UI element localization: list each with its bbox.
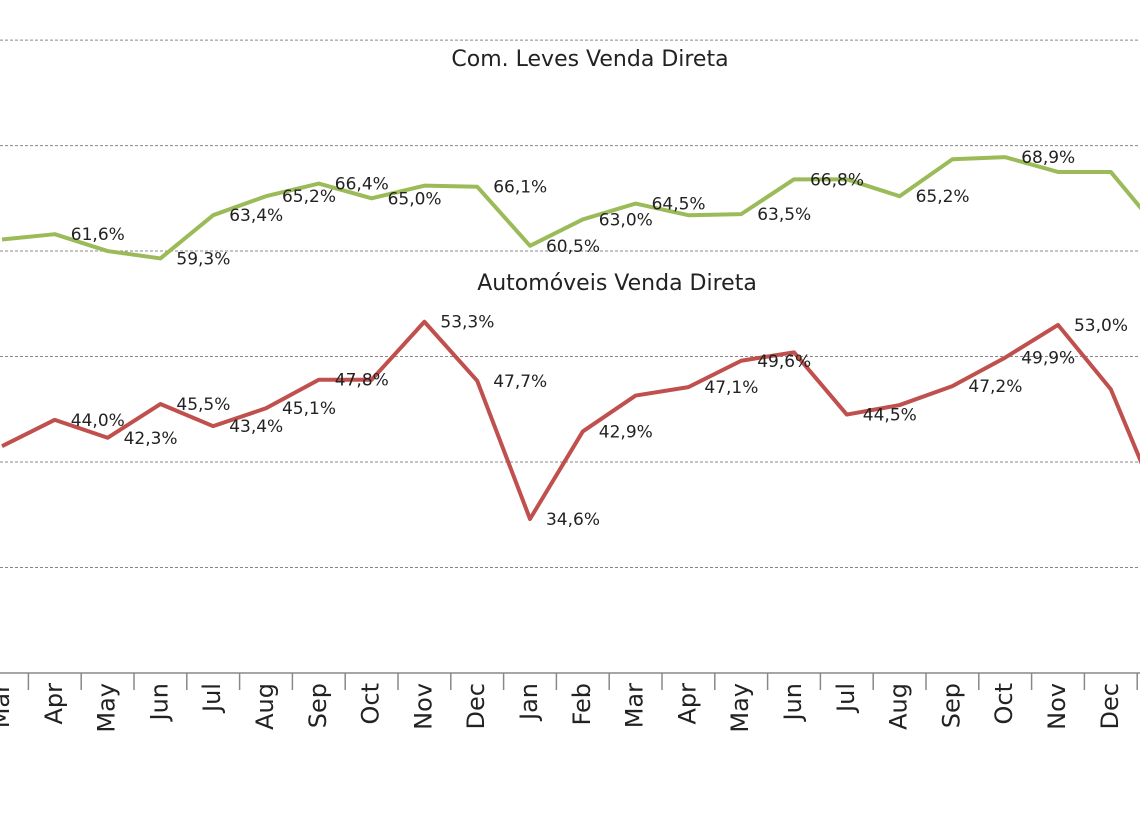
x-tick-label: Jun: [779, 683, 807, 723]
x-tick-label: May: [93, 683, 121, 733]
data-label: 49,9%: [1021, 349, 1075, 369]
data-label: 34,6%: [546, 510, 600, 530]
data-label: 60,5%: [546, 237, 600, 257]
data-label: 66,8%: [810, 170, 864, 190]
data-label: 44,5%: [863, 406, 917, 426]
x-tick-label: Dec: [462, 683, 490, 729]
x-tick-label: Aug: [251, 683, 279, 730]
data-label: 53,0%: [1074, 316, 1128, 336]
data-label: 42,3%: [124, 429, 178, 449]
data-label: 49,6%: [757, 352, 811, 372]
data-label: 66,1%: [493, 178, 547, 198]
data-label: 45,1%: [282, 399, 336, 419]
x-tick-label: Oct: [990, 683, 1018, 725]
data-label: 66,4%: [335, 175, 389, 195]
x-tick-label: Feb: [568, 683, 596, 726]
data-label: 65,2%: [916, 187, 970, 207]
x-tick-label: Jun: [145, 683, 173, 723]
x-tick-label: Nov: [409, 683, 437, 730]
data-label: 65,0%: [388, 189, 442, 209]
data-label: 47,1%: [704, 378, 758, 398]
data-label: 43,4%: [229, 417, 283, 437]
data-label: 61,6%: [71, 225, 125, 245]
data-label: 42,9%: [599, 422, 653, 442]
series-line: [1, 155, 1140, 261]
x-tick-label: Sep: [304, 683, 332, 728]
data-label: 47,7%: [493, 372, 547, 392]
x-tick-label: Jul: [198, 683, 226, 714]
data-label: 53,3%: [440, 313, 494, 333]
x-tick-label: Apr: [40, 683, 68, 725]
data-label: 47,2%: [968, 377, 1022, 397]
series-title: Com. Leves Venda Direta: [451, 47, 728, 72]
x-tick-label: Mar: [0, 683, 15, 728]
data-label: 59,3%: [176, 249, 230, 269]
x-tick-label: Jan: [515, 683, 543, 722]
series-title: Automóveis Venda Direta: [477, 271, 757, 296]
data-label: 47,8%: [335, 371, 389, 391]
data-label: 63,0%: [599, 210, 653, 230]
data-label: 45,5%: [176, 395, 230, 415]
data-label: 44,0%: [71, 411, 125, 431]
data-label: 63,5%: [757, 205, 811, 225]
data-label: 64,5%: [652, 195, 706, 215]
data-label: 68,9%: [1021, 148, 1075, 168]
x-tick-label: Nov: [1043, 683, 1071, 730]
x-tick-label: Dec: [1096, 683, 1124, 729]
x-tick-label: Oct: [357, 683, 385, 725]
x-tick-label: Mar: [621, 683, 649, 728]
x-tick-label: Jul: [832, 683, 860, 714]
data-label: 63,4%: [229, 206, 283, 226]
x-tick-label: May: [726, 683, 754, 733]
data-label: 65,2%: [282, 187, 336, 207]
series-line: [1, 319, 1140, 521]
x-tick-label: Sep: [937, 683, 965, 728]
x-tick-label: Aug: [885, 683, 913, 730]
x-tick-label: Apr: [673, 683, 701, 725]
